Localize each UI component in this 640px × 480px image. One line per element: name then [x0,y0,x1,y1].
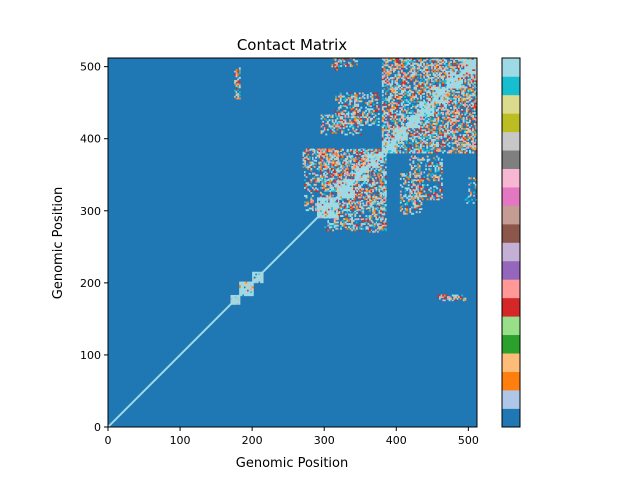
colorbar-swatch [502,334,520,354]
diagonal-line [108,58,477,427]
contact-block [468,177,477,197]
contact-block [399,173,423,215]
heatmap-cells [108,58,477,427]
x-tick-label: 500 [458,434,479,447]
colorbar-swatch [502,187,520,206]
colorbar-swatch [502,242,520,262]
axes: 0 100 200 300 400 500 0 100 200 300 400 500 [80,57,479,447]
contact-block [338,58,358,67]
heatmap-plot [108,58,477,427]
colorbar-swatch [502,371,520,391]
colorbar-swatch [502,150,520,169]
y-tick-label: 500 [80,61,101,74]
y-tick-label: 400 [80,133,101,146]
y-tick-label: 100 [80,349,101,362]
contact-block [331,58,340,71]
colorbar-frame [501,57,521,428]
colorbar-swatch [502,131,520,151]
contact-block [235,73,241,100]
colorbar-swatch [502,390,520,409]
colorbar-swatch [502,353,520,372]
y-tick-label: 300 [80,205,101,218]
colorbar-swatch [502,94,520,114]
chart-title: Contact Matrix [237,36,347,54]
y-axis-label: Genomic Position [51,187,66,299]
y-tick-label: 200 [80,277,101,290]
colorbar-swatch [502,408,520,428]
y-tick-label: 0 [94,421,101,434]
x-tick-label: 100 [170,434,191,447]
contact-block [437,294,462,300]
colorbar-swatch [502,58,520,77]
colorbar-swatch [502,279,520,299]
colorbar-swatch [502,260,520,280]
colorbar-swatch [502,297,520,317]
x-tick-label: 300 [314,434,335,447]
colorbar-swatch [502,224,520,243]
colorbar [501,57,521,428]
colorbar-swatch [502,316,520,336]
x-tick-label: 0 [105,434,112,447]
x-axis-label: Genomic Position [236,456,348,471]
x-tick-label: 400 [386,434,407,447]
x-tick-label: 200 [242,434,263,447]
colorbar-swatch [502,76,520,96]
plot-frame [107,57,478,428]
contact-block [464,195,477,204]
colorbar-swatch [502,168,520,188]
colorbar-swatch [502,113,520,133]
contact-block [320,112,363,136]
colorbar-swatch [502,205,520,225]
contact-block [302,148,340,168]
contact-block [367,195,387,233]
